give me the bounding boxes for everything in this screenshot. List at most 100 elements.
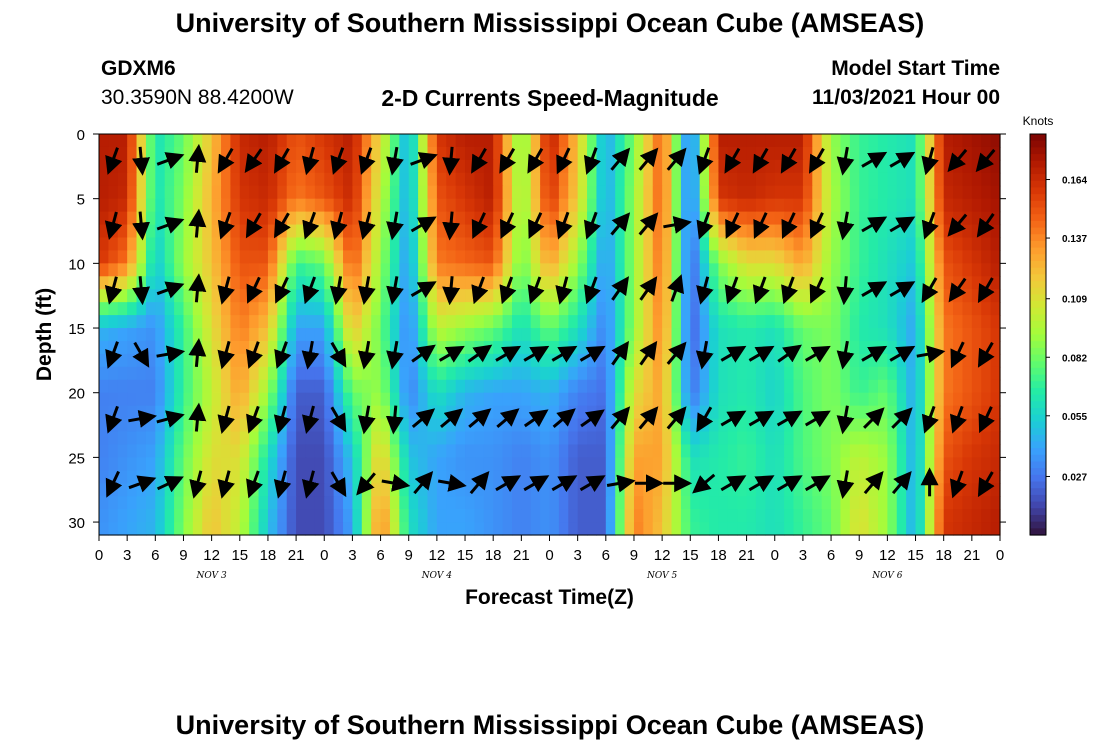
heatmap-cell xyxy=(840,185,851,200)
heatmap-cell xyxy=(718,379,729,394)
heatmap-cell xyxy=(624,263,635,277)
heatmap-cell xyxy=(746,457,757,471)
current-vector xyxy=(132,341,150,368)
heatmap-cell xyxy=(633,302,644,316)
heatmap-cell xyxy=(465,159,476,174)
heatmap-cell xyxy=(314,198,325,213)
heatmap-cell xyxy=(971,263,982,277)
current-vector xyxy=(273,212,291,239)
heatmap-cell xyxy=(493,263,504,277)
heatmap-cell xyxy=(436,315,447,329)
heatmap-cell xyxy=(802,263,813,277)
heatmap-cell xyxy=(483,315,494,329)
heatmap-cell xyxy=(577,302,588,316)
heatmap-cell xyxy=(399,328,410,342)
heatmap-cell xyxy=(117,444,128,458)
heatmap-cell xyxy=(633,431,644,446)
heatmap-cell xyxy=(765,366,776,381)
heatmap-cell xyxy=(802,457,813,471)
heatmap-cell xyxy=(568,366,579,381)
heatmap-cell xyxy=(361,146,372,161)
heatmap-cell xyxy=(155,250,166,264)
heatmap-cell xyxy=(662,444,673,458)
heatmap-cell xyxy=(408,134,419,148)
heatmap-cell xyxy=(840,509,851,523)
heatmap-cell xyxy=(333,315,344,329)
heatmap-cell xyxy=(605,172,616,187)
x-tick-label: 6 xyxy=(602,547,610,564)
heatmap-cell xyxy=(164,302,175,316)
heatmap-cell xyxy=(652,159,663,174)
heatmap-cell xyxy=(784,496,795,510)
heatmap-cell xyxy=(333,444,344,458)
heatmap-cell xyxy=(465,134,476,148)
heatmap-cell xyxy=(202,522,213,536)
heatmap-cell xyxy=(605,457,616,471)
heatmap-cell xyxy=(596,237,607,252)
heatmap-cell xyxy=(793,457,804,471)
heatmap-cell xyxy=(915,250,926,264)
heatmap-cell xyxy=(812,263,823,277)
heatmap-cell xyxy=(343,289,354,303)
heatmap-cell xyxy=(906,457,917,471)
heatmap-cell xyxy=(849,444,860,458)
current-vector xyxy=(696,276,714,305)
heatmap-cell xyxy=(624,444,635,458)
heatmap-cell xyxy=(596,185,607,200)
heatmap-cell xyxy=(258,340,269,355)
heatmap-cell xyxy=(727,431,738,446)
heatmap-cell xyxy=(399,185,410,200)
heatmap-cell xyxy=(408,198,419,213)
heatmap-cell xyxy=(981,509,992,523)
x-tick-label: 21 xyxy=(513,547,530,564)
heatmap-cell xyxy=(934,392,945,407)
heatmap-cell xyxy=(502,185,513,200)
heatmap-cell xyxy=(314,522,325,536)
heatmap-cell xyxy=(662,237,673,252)
heatmap-cell xyxy=(352,353,363,368)
heatmap-cell xyxy=(859,418,870,433)
heatmap-cell xyxy=(474,172,485,187)
heatmap-cell xyxy=(502,522,513,536)
x-tick-label: 3 xyxy=(799,547,807,564)
heatmap-cell xyxy=(267,159,278,174)
heatmap-cell xyxy=(164,328,175,342)
heatmap-cell xyxy=(99,379,109,394)
heatmap-cell xyxy=(99,405,109,420)
heatmap-cell xyxy=(99,172,109,187)
heatmap-cell xyxy=(662,289,673,303)
heatmap-cell xyxy=(389,185,400,200)
heatmap-cell xyxy=(746,172,757,187)
colorbar-band xyxy=(1030,414,1046,422)
heatmap-cell xyxy=(343,340,354,355)
heatmap-cell xyxy=(971,509,982,523)
heatmap-cell xyxy=(633,353,644,368)
heatmap-cell xyxy=(277,379,288,394)
current-vector xyxy=(949,470,967,499)
heatmap-cell xyxy=(352,470,363,484)
heatmap-cell xyxy=(868,172,879,187)
colorbar-frame xyxy=(1029,133,1047,536)
heatmap-cell xyxy=(192,509,203,523)
heatmap-cell xyxy=(455,366,466,381)
heatmap-cell xyxy=(352,444,363,458)
day-label: NOV 6 xyxy=(871,571,902,581)
heatmap-cell xyxy=(540,392,551,407)
heatmap-cell xyxy=(962,159,973,174)
heatmap-cell xyxy=(530,185,541,200)
colorbar-band xyxy=(1030,501,1046,509)
heatmap-cell xyxy=(709,522,720,536)
heatmap-cell xyxy=(558,146,569,161)
heatmap-cell xyxy=(174,250,185,264)
heatmap-cell xyxy=(990,211,1001,226)
heatmap-cell xyxy=(202,366,213,381)
heatmap-cell xyxy=(436,328,447,342)
heatmap-cell xyxy=(99,328,109,342)
heatmap-cell xyxy=(117,431,128,446)
heatmap-cell xyxy=(483,431,494,446)
heatmap-cell xyxy=(784,198,795,213)
heatmap-cell xyxy=(737,379,748,394)
heatmap-cell xyxy=(915,276,926,290)
y-tick-label: 25 xyxy=(68,450,85,467)
heatmap-cell xyxy=(652,198,663,213)
